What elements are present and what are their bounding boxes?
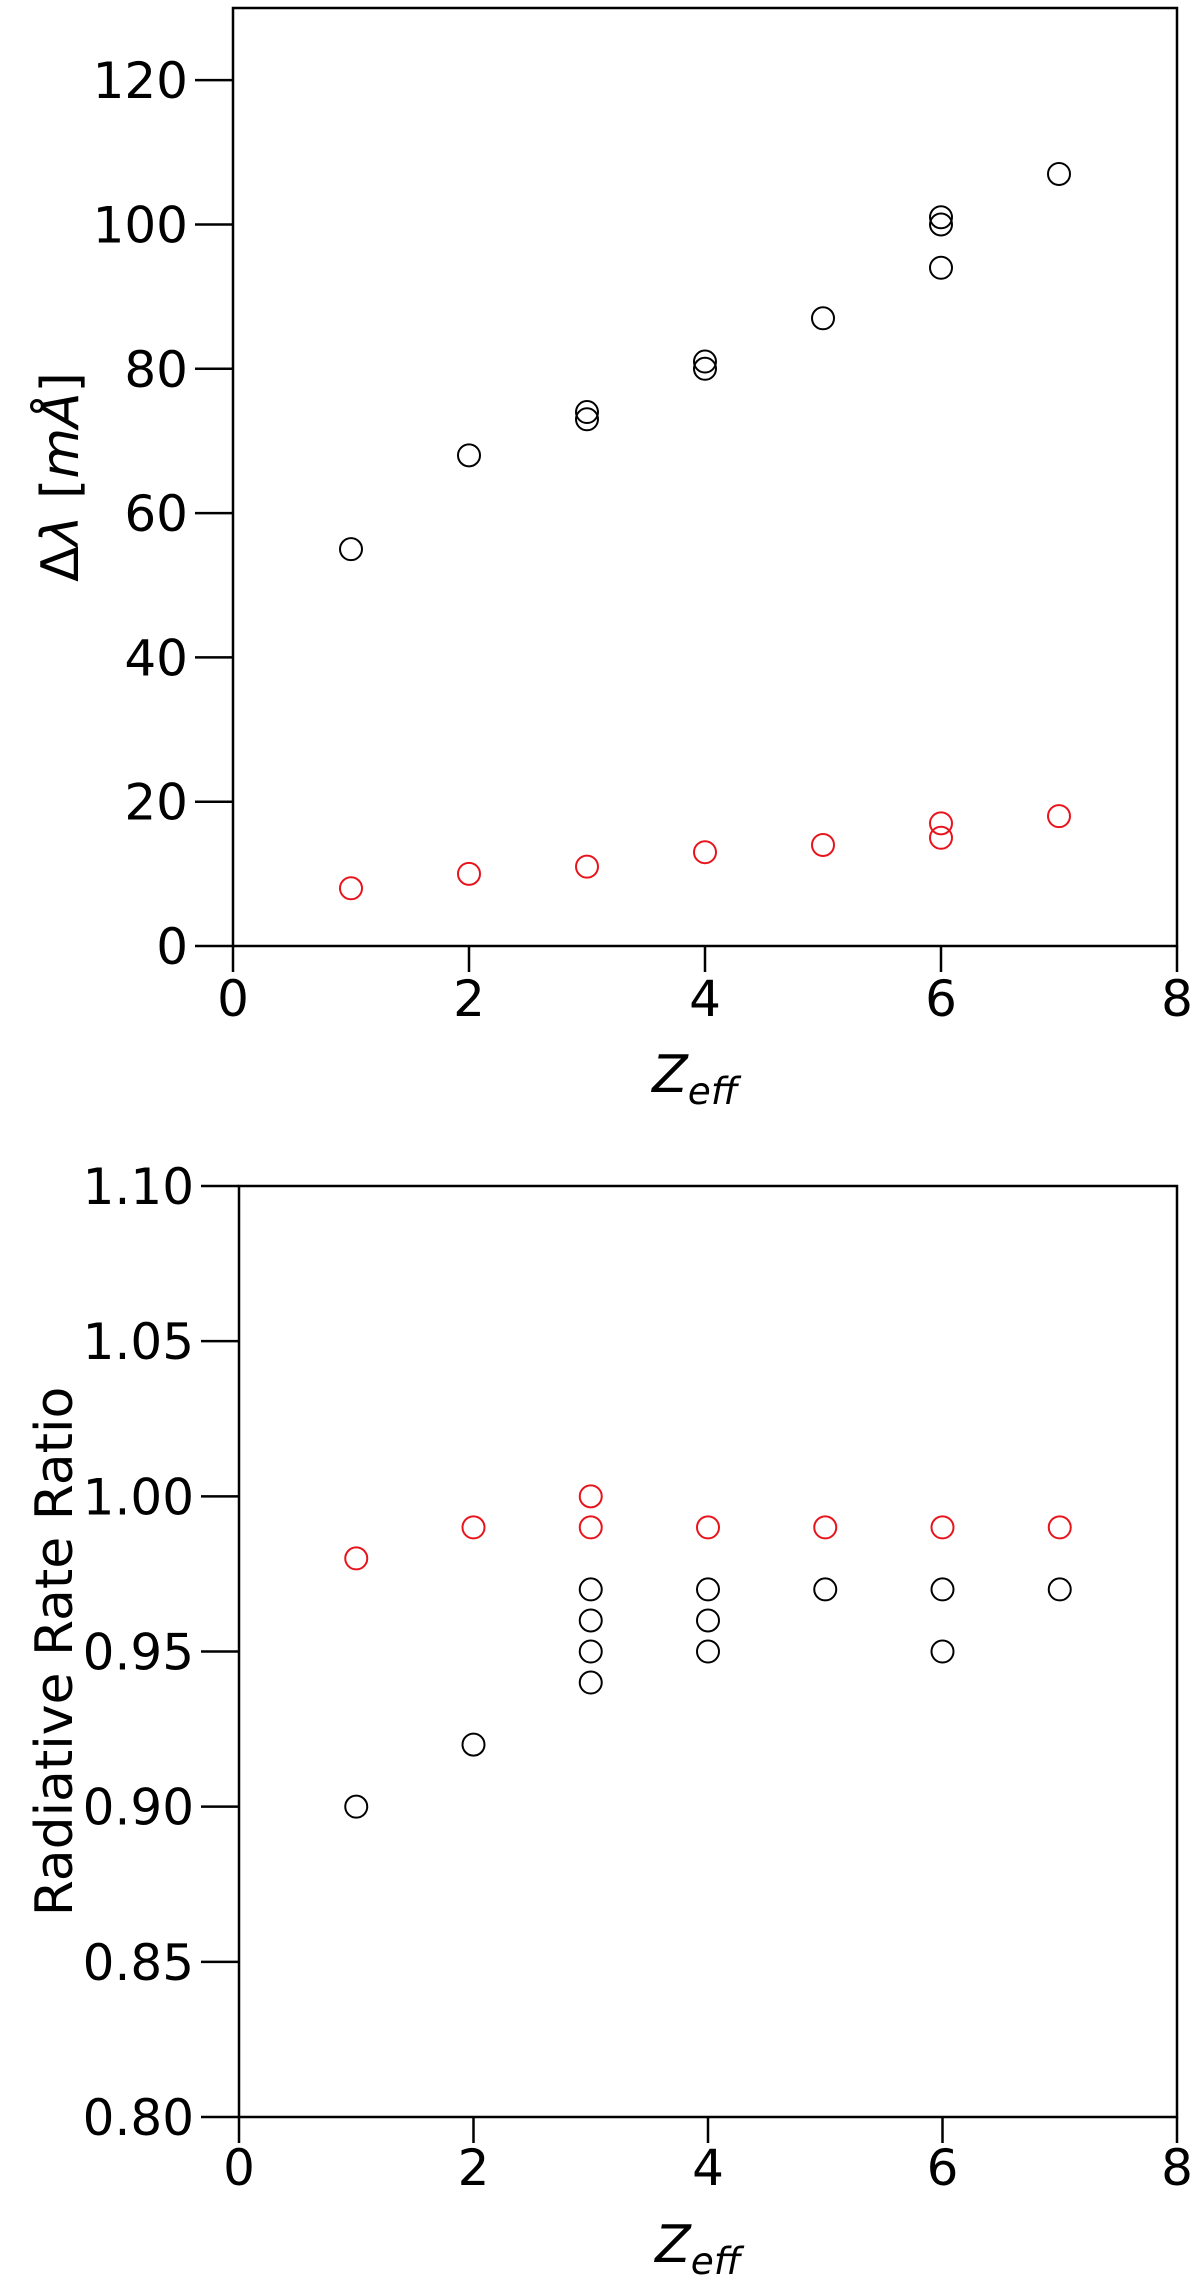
y-tick-label: 0.95 — [83, 1624, 194, 1682]
x-tick-label: 8 — [1161, 970, 1193, 1028]
x-tick-label: 0 — [223, 2139, 255, 2197]
y-tick-label: 0 — [156, 918, 188, 976]
data-point-red — [339, 876, 363, 901]
data-point-red — [461, 1515, 486, 1540]
data-point-red — [693, 840, 717, 865]
x-tick-label: 0 — [217, 970, 249, 1028]
data-point-black — [929, 212, 953, 237]
plot-frame — [237, 1184, 1179, 2119]
data-point-black — [575, 400, 599, 425]
data-point-black — [929, 205, 953, 230]
data-point-red — [578, 1484, 603, 1509]
data-point-red — [696, 1515, 720, 1540]
data-point-red — [1047, 804, 1071, 829]
plot-frame — [231, 6, 1179, 948]
x-axis-label: Zeff — [653, 2215, 745, 2283]
x-tick-label: 4 — [692, 2139, 724, 2197]
data-point-red — [457, 861, 481, 886]
bottom-panel: 0.80 0.85 0.90 0.95 1.00 1.05 1.10 0 2 4 6 8 Zeff Rad… — [25, 1158, 1193, 2283]
x-tick-label: 8 — [1161, 2139, 1193, 2197]
x-tick-label: 2 — [458, 2139, 490, 2197]
y-tick-label: 80 — [124, 341, 188, 399]
y-tick-label: 1.00 — [83, 1468, 194, 1526]
y-tick-label: 1.10 — [83, 1158, 194, 1216]
data-point-black — [696, 1577, 720, 1602]
data-point-black — [693, 349, 717, 374]
y-axis-label: Radiative Rate Ratio — [25, 1387, 85, 1917]
y-tick-label: 1.05 — [83, 1313, 194, 1371]
data-point-black — [693, 356, 717, 381]
data-point-red — [811, 832, 835, 857]
data-point-red — [575, 854, 599, 879]
data-point-black — [575, 407, 599, 432]
data-point-black — [696, 1608, 720, 1633]
x-tick-label: 6 — [925, 970, 957, 1028]
data-point-black — [578, 1639, 603, 1664]
y-tick-label: 60 — [124, 485, 188, 543]
data-point-black — [578, 1608, 603, 1633]
data-point-black — [339, 537, 363, 562]
y-tick-label: 0.85 — [83, 1934, 194, 1992]
data-point-black — [929, 255, 953, 280]
data-point-red — [813, 1515, 838, 1540]
y-tick-label: 20 — [124, 774, 188, 832]
data-point-black — [1047, 1577, 1072, 1602]
data-point-red — [929, 825, 953, 850]
x-tick-label: 4 — [689, 970, 721, 1028]
y-axis-label: Δλ [mÅ] — [29, 372, 91, 582]
data-point-black — [930, 1639, 955, 1664]
data-point-black — [930, 1577, 955, 1602]
data-point-red — [929, 811, 953, 836]
y-tick-label: 120 — [93, 52, 188, 110]
y-tick-label: 100 — [93, 196, 188, 254]
data-point-red — [578, 1515, 603, 1540]
data-point-red — [1047, 1515, 1072, 1540]
data-point-black — [457, 443, 481, 468]
data-point-black — [578, 1577, 603, 1602]
y-tick-label: 0.80 — [83, 2089, 194, 2147]
data-point-black — [811, 306, 835, 331]
x-tick-label: 2 — [453, 970, 485, 1028]
x-axis-label: Zeff — [650, 1045, 742, 1113]
data-point-black — [696, 1639, 720, 1664]
data-point-red — [930, 1515, 955, 1540]
y-tick-label: 0.90 — [83, 1779, 194, 1837]
y-tick-label: 40 — [124, 629, 188, 687]
data-point-black — [813, 1577, 838, 1602]
data-point-black — [578, 1670, 603, 1695]
data-point-red — [344, 1546, 369, 1571]
data-point-black — [344, 1794, 369, 1819]
top-panel: 0 20 40 60 80 100 120 0 2 4 6 8 Zeff Δλ [mÅ] — [29, 6, 1193, 1113]
data-point-black — [1047, 161, 1071, 186]
x-tick-label: 6 — [927, 2139, 959, 2197]
data-point-black — [461, 1732, 486, 1757]
